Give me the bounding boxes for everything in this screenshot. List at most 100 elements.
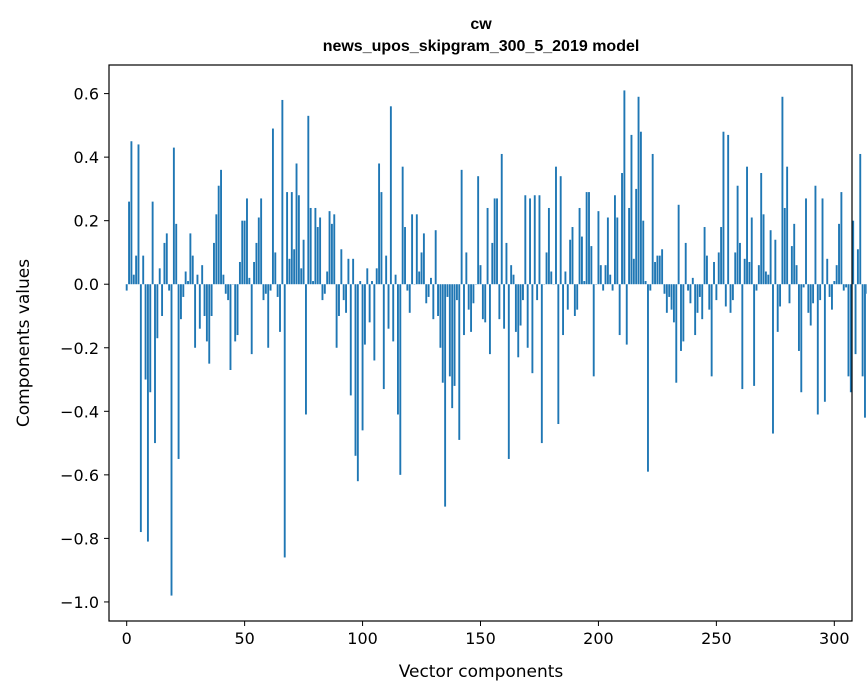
bar-229 [665,284,668,313]
bar-202 [602,284,605,291]
bar-256 [729,284,732,313]
bar-184 [559,176,562,285]
y-axis-ticks: 0.6 0.4 0.2 0.0 −0.2 −0.4 −0.6 −0.8 −1.0 [60,85,109,612]
bar-270 [762,214,765,285]
bar-142 [460,169,463,285]
bar-192 [578,207,581,285]
bar-147 [472,284,475,304]
bar-261 [741,284,744,390]
bar-50 [243,220,246,285]
bar-114 [394,274,397,285]
bar-83 [321,284,324,301]
bar-35 [208,284,211,364]
bar-227 [661,249,664,285]
bar-281 [788,284,791,304]
bar-191 [576,284,579,310]
bar-49 [241,220,244,285]
chart-title: cw [470,16,492,33]
bar-53 [250,284,253,355]
bar-259 [736,185,739,285]
bar-226 [658,255,661,285]
bar-87 [330,223,333,285]
bar-146 [470,284,473,332]
bar-40 [220,169,222,285]
bar-105 [373,284,376,361]
bar-111 [387,284,390,329]
bar-299 [831,284,833,310]
bar-225 [656,255,659,285]
x-axis-label: Vector components [399,662,564,682]
bar-95 [349,284,352,396]
bar-297 [826,258,829,285]
y-tick-label: 0.6 [74,85,99,104]
bar-15 [161,284,164,316]
x-tick-label: 250 [701,629,732,648]
y-tick-label: −0.6 [60,466,99,485]
bar-23 [180,284,182,320]
bar-46 [234,284,237,342]
bar-115 [397,284,399,415]
bar-29 [194,284,197,348]
bar-260 [739,242,741,285]
bar-286 [800,284,803,393]
bar-85 [326,271,329,285]
x-tick-label: 0 [122,629,132,648]
bar-154 [488,284,491,355]
bar-205 [609,274,612,285]
bar-209 [618,284,621,336]
bar-106 [375,268,378,285]
bar-208 [616,217,619,285]
bar-61 [269,284,272,291]
bar-159 [500,153,503,285]
bar-238 [687,284,690,291]
bar-143 [463,284,465,336]
bar-183 [557,284,560,425]
bar-246 [705,255,708,285]
bar-232 [672,284,675,323]
bar-216 [635,188,638,285]
bar-168 [522,284,524,301]
bar-0 [125,284,128,291]
bar-310 [856,249,859,285]
bar-289 [807,284,810,313]
bar-65 [279,284,281,332]
bar-129 [430,277,432,285]
bar-241 [694,284,697,336]
y-tick-label: 0.4 [74,148,99,167]
bar-64 [276,284,279,297]
bar-3 [132,274,135,285]
bar-78 [309,207,312,285]
bar-295 [821,198,824,285]
bar-239 [689,284,692,304]
bar-136 [446,284,449,297]
bar-108 [380,192,383,285]
bar-16 [163,242,166,285]
bar-161 [505,242,508,285]
bar-131 [434,230,437,285]
y-tick-label: 0.0 [74,275,99,294]
bar-109 [382,284,385,390]
y-tick-label: −1.0 [60,593,99,612]
x-axis-ticks: 0 50 100 150 200 250 300 [122,621,850,648]
bar-253 [722,131,725,285]
bar-300 [833,281,836,285]
bar-13 [156,284,159,339]
bar-169 [524,195,527,285]
bar-249 [713,261,715,285]
chart-subtitle: news_upos_skipgram_300_5_2019 model [323,38,640,55]
bar-93 [345,284,347,313]
bar-70 [290,192,293,285]
bar-269 [760,173,763,285]
bar-39 [217,185,220,285]
bar-308 [852,220,855,285]
bar-1 [128,201,130,285]
bar-22 [177,284,180,459]
bar-27 [189,233,192,285]
bar-20 [172,147,175,285]
bar-14 [158,268,161,285]
bar-302 [838,223,840,285]
bar-58 [262,284,265,301]
bar-288 [805,198,807,285]
bar-107 [378,163,381,285]
x-tick-label: 100 [347,629,378,648]
